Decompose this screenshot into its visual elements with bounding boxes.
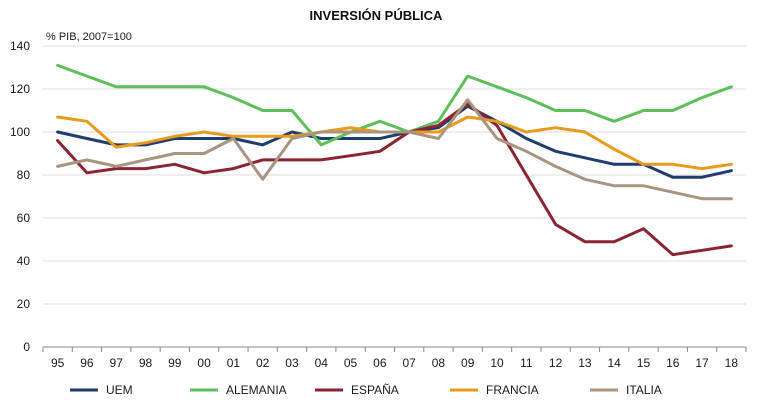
x-tick-label: 95 [51,356,65,370]
legend: UEM ALEMANIA ESPAÑA FRANCIA ITALIA [70,383,662,397]
x-tick-label: 11 [520,356,533,370]
axes: 0 20 40 60 80 100 120 140 95 96 97 98 99 00 01 02 03 04 05… [10,39,747,370]
legend-label: ITALIA [626,383,662,397]
x-tick-label: 06 [373,356,387,370]
series-lines [56,63,733,257]
y-tick-label: 60 [17,211,31,225]
x-tick-label: 14 [608,356,622,370]
y-tick-label: 140 [10,39,30,53]
y-tick-label: 40 [17,254,31,268]
legend-label: FRANCIA [486,383,539,397]
x-tick-label: 98 [139,356,153,370]
x-tick-label: 99 [168,356,182,370]
y-tick-label: 20 [17,297,31,311]
legend-label: ALEMANIA [226,383,287,397]
x-tick-label: 03 [285,356,299,370]
x-tick-label: 18 [725,356,739,370]
x-tick-label: 15 [637,356,651,370]
x-tick-label: 13 [578,356,592,370]
legend-label: ESPAÑA [351,383,399,397]
x-tick-label: 01 [227,356,241,370]
series-line-españa [56,102,733,257]
legend-label: UEM [106,383,133,397]
y-tick-label: 100 [10,125,30,139]
x-tick-label: 97 [110,356,124,370]
gridlines [43,45,746,348]
x-tick-label: 07 [402,356,416,370]
chart-title: INVERSIÓN PÚBLICA [310,8,444,23]
x-tick-label: 08 [432,356,446,370]
y-tick-label: 80 [17,168,31,182]
y-tick-label: 120 [10,82,30,96]
x-tick-label: 05 [344,356,358,370]
series-line-alemania [56,63,733,147]
y-tick-label: 0 [23,340,30,354]
x-tick-label: 00 [197,356,211,370]
series-line-italia [56,98,733,201]
x-tick-label: 16 [666,356,680,370]
y-axis-unit-label: % PIB, 2007=100 [46,31,132,43]
x-tick-label: 17 [695,356,709,370]
x-tick-label: 02 [256,356,270,370]
x-tick-label: 09 [461,356,475,370]
x-tick-label: 12 [549,356,563,370]
x-tick-label: 10 [490,356,504,370]
x-tick-label: 04 [315,356,329,370]
series-line-uem [56,104,733,179]
x-tick-label: 96 [80,356,94,370]
